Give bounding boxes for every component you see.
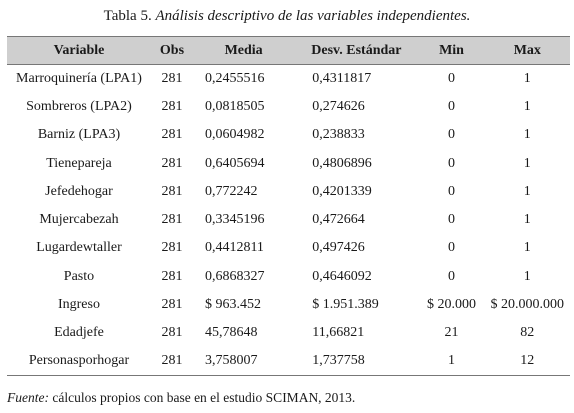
- cell-obs: 281: [161, 212, 183, 228]
- table-header: Variable Obs Media Desv. Estándar Min Ma…: [7, 36, 570, 65]
- table-row: Barniz (LPA3) 281 0,0604982 0,238833 0 1: [7, 121, 570, 149]
- cell-std-dev: 0,497426: [312, 240, 365, 256]
- cell-obs: 281: [161, 240, 183, 256]
- header-std-dev: Desv. Estándar: [294, 36, 419, 65]
- cell-min: 0: [448, 268, 456, 284]
- cell-mean: 45,78648: [204, 325, 258, 341]
- cell-variable: Edadjefe: [54, 325, 104, 341]
- table-source-note: Fuente: cálculos propios con base en el …: [7, 389, 355, 407]
- cell-std-dev: $ 1.951.389: [312, 297, 379, 313]
- table-row: Jefedehogar 281 0,772242 0,4201339 0 1: [7, 178, 570, 206]
- cell-mean: 0,772242: [204, 183, 258, 199]
- cell-min: 0: [448, 155, 456, 171]
- cell-variable: Personasporhogar: [7, 347, 151, 377]
- header-mean: Media: [192, 36, 295, 65]
- cell-mean: 0,2455516: [204, 70, 265, 86]
- cell-variable: Ingreso: [57, 297, 100, 313]
- cell-max: $ 20.000.000: [490, 297, 565, 313]
- cell-min: 0: [448, 127, 456, 143]
- header-max: Max: [484, 36, 570, 65]
- table-row: Edadjefe 281 45,78648 11,66821 21 82: [7, 319, 570, 347]
- cell-std-dev: 0,238833: [312, 127, 365, 143]
- cell-variable: Pasto: [63, 268, 95, 284]
- cell-obs: 281: [161, 155, 183, 171]
- cell-std-dev: 0,4311817: [312, 70, 372, 86]
- cell-obs: 281: [161, 297, 183, 313]
- cell-mean: 0,6868327: [204, 268, 265, 284]
- cell-min: 1: [418, 347, 485, 377]
- cell-obs: 281: [150, 347, 193, 377]
- cell-variable: Barniz (LPA3): [37, 127, 121, 143]
- cell-min: 0: [448, 98, 456, 114]
- table-row: Mujercabezah 281 0,3345196 0,472664 0 1: [7, 206, 570, 234]
- cell-std-dev: 0,4806896: [312, 155, 372, 171]
- cell-mean: 0,6405694: [204, 155, 265, 171]
- cell-std-dev: 0,274626: [312, 98, 365, 114]
- cell-obs: 281: [161, 183, 183, 199]
- cell-variable: Jefedehogar: [45, 183, 113, 199]
- table-caption: Tabla 5. Análisis descriptivo de las var…: [0, 6, 574, 26]
- cell-obs: 281: [161, 70, 183, 86]
- table-row: Pasto 281 0,6868327 0,4646092 0 1: [7, 263, 570, 291]
- cell-obs: 281: [161, 325, 183, 341]
- table-row: Lugardewtaller 281 0,4412811 0,497426 0 1: [7, 234, 570, 262]
- cell-max: 1: [523, 212, 531, 228]
- cell-variable: Mujercabezah: [39, 212, 119, 228]
- cell-variable: Lugardewtaller: [36, 240, 122, 256]
- cell-variable: Tienepareja: [46, 155, 112, 171]
- table-body: Marroquinería (LPA1) 281 0,2455516 0,431181…: [7, 65, 570, 377]
- cell-std-dev: 0,472664: [312, 212, 365, 228]
- cell-max: 1: [523, 127, 531, 143]
- cell-min: 21: [444, 325, 459, 341]
- cell-std-dev: 1,737758: [294, 347, 419, 377]
- header-obs: Obs: [150, 36, 193, 65]
- cell-std-dev: 0,4646092: [312, 268, 372, 284]
- cell-max: 1: [523, 70, 531, 86]
- cell-max: 1: [523, 155, 531, 171]
- cell-obs: 281: [161, 98, 183, 114]
- cell-min: 0: [448, 70, 456, 86]
- header-min: Min: [418, 36, 485, 65]
- cell-min: 0: [448, 183, 456, 199]
- cell-mean: 0,0818505: [204, 98, 265, 114]
- cell-variable: Sombreros (LPA2): [26, 98, 132, 114]
- table-row: Personasporhogar 281 3,758007 1,737758 1 12: [7, 347, 570, 377]
- cell-min: 0: [448, 240, 456, 256]
- cell-mean: $ 963.452: [204, 297, 261, 313]
- table-row: Ingreso 281 $ 963.452 $ 1.951.389 $ 20.000 $ …: [7, 291, 570, 319]
- cell-mean: 3,758007: [192, 347, 295, 377]
- cell-std-dev: 11,66821: [312, 325, 365, 341]
- cell-variable: Marroquinería (LPA1): [16, 70, 142, 86]
- cell-max: 1: [523, 183, 531, 199]
- cell-mean: 0,0604982: [204, 127, 265, 143]
- cell-mean: 0,3345196: [204, 212, 265, 228]
- table-title: Análisis descriptivo de las variables in…: [155, 8, 471, 24]
- cell-min: 0: [448, 212, 456, 228]
- cell-min: $ 20.000: [427, 297, 477, 313]
- cell-obs: 281: [161, 127, 183, 143]
- cell-mean: 0,4412811: [204, 240, 264, 256]
- cell-std-dev: 0,4201339: [312, 183, 372, 199]
- cell-obs: 281: [161, 268, 183, 284]
- cell-max: 1: [523, 268, 531, 284]
- source-text: cálculos propios con base en el estudio …: [52, 390, 356, 405]
- table-number: Tabla 5.: [103, 8, 152, 24]
- cell-max: 1: [523, 98, 531, 114]
- cell-max: 12: [484, 347, 570, 377]
- header-row: Variable Obs Media Desv. Estándar Min Ma…: [7, 36, 570, 65]
- descriptive-stats-table: Variable Obs Media Desv. Estándar Min Ma…: [7, 36, 570, 377]
- cell-max: 1: [523, 240, 531, 256]
- cell-max: 82: [520, 325, 535, 341]
- table-row: Sombreros (LPA2) 281 0,0818505 0,274626 0 1: [7, 93, 570, 121]
- table-row: Marroquinería (LPA1) 281 0,2455516 0,431181…: [7, 65, 570, 93]
- header-variable: Variable: [7, 36, 151, 65]
- source-label: Fuente:: [7, 390, 49, 405]
- table-row: Tienepareja 281 0,6405694 0,4806896 0 1: [7, 149, 570, 177]
